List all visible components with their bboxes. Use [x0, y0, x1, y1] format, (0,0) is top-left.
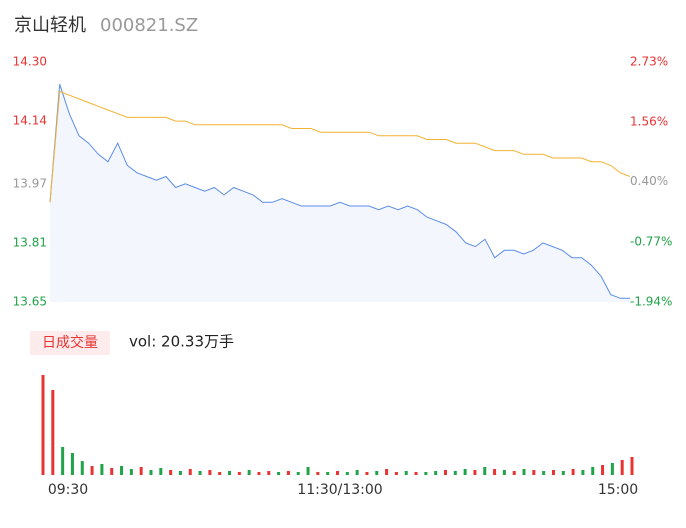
volume-bar — [375, 471, 379, 475]
avg-line — [49, 90, 631, 203]
x-tick-label: 11:30/13:00 — [297, 482, 382, 498]
y2-tick-label: -0.77% — [630, 234, 672, 248]
volume-bar — [561, 471, 565, 475]
y-tick-label: 14.30 — [13, 55, 47, 69]
volume-bar — [532, 470, 536, 475]
volume-bar — [90, 466, 94, 475]
volume-bar — [473, 470, 477, 475]
y-tick-label: 14.14 — [13, 114, 47, 128]
volume-bar — [365, 472, 369, 475]
volume-bar — [296, 472, 300, 475]
volume-summary: vol: 20.33万手 — [129, 333, 234, 351]
volume-bar — [463, 469, 467, 475]
volume-bar — [591, 467, 595, 475]
volume-bar — [237, 472, 241, 475]
volume-bar — [483, 467, 487, 475]
volume-bar — [41, 375, 45, 475]
volume-bar — [120, 466, 124, 475]
volume-bar — [247, 470, 251, 475]
volume-bar — [434, 471, 438, 475]
volume-bar — [551, 470, 555, 475]
volume-bar — [581, 470, 585, 475]
volume-bar — [188, 469, 192, 475]
volume-bar — [571, 469, 575, 475]
title: 京山轻机 — [14, 15, 86, 36]
price-area — [50, 84, 630, 302]
stock-code: 000821.SZ — [100, 15, 198, 36]
volume-bar — [306, 467, 310, 475]
volume-bar — [493, 469, 497, 475]
x-tick-label: 09:30 — [48, 482, 88, 498]
volume-bar — [267, 471, 271, 475]
price-line — [49, 84, 630, 299]
volume-bar — [326, 472, 330, 475]
x-tick-label: 15:00 — [598, 482, 638, 498]
y-tick-label: 13.65 — [13, 295, 47, 309]
y-tick-label: 13.81 — [13, 235, 47, 249]
volume-bar — [542, 471, 546, 475]
volume-bar — [139, 467, 143, 475]
volume-bar — [277, 472, 281, 475]
volume-bar — [345, 472, 349, 475]
volume-label: 日成交量 — [42, 334, 98, 351]
volume-bar — [630, 457, 634, 475]
volume-bar — [257, 472, 261, 475]
y2-tick-label: 1.56% — [630, 115, 668, 129]
volume-bar — [512, 471, 516, 475]
volume-bar — [218, 472, 222, 475]
volume-bar — [110, 468, 114, 475]
y2-tick-label: -1.94% — [630, 295, 672, 309]
y-tick-label: 13.97 — [13, 176, 47, 190]
volume-bar — [178, 471, 182, 475]
volume-bar — [70, 453, 74, 475]
volume-bar — [394, 472, 398, 475]
volume-bar — [610, 463, 614, 475]
volume-bar — [100, 464, 104, 475]
volume-bar — [208, 470, 212, 475]
volume-bar — [51, 390, 55, 475]
volume-bar — [316, 472, 320, 475]
y2-tick-label: 2.73% — [630, 55, 668, 69]
volume-bar — [355, 470, 359, 475]
volume-bar — [453, 471, 457, 475]
volume-bar — [61, 447, 65, 475]
volume-bar — [620, 460, 624, 475]
volume-bar — [385, 469, 389, 475]
volume-bar — [169, 470, 173, 475]
volume-bar — [80, 461, 84, 475]
volume-bar — [502, 470, 506, 475]
y2-tick-label: 0.40% — [630, 174, 668, 188]
volume-bar — [149, 470, 153, 475]
volume-bar — [522, 469, 526, 475]
volume-bar — [228, 471, 232, 475]
volume-bar — [336, 471, 339, 475]
volume-bar — [404, 471, 408, 475]
volume-bar — [414, 472, 418, 475]
volume-bar — [601, 465, 605, 475]
volume-bar — [129, 469, 133, 475]
volume-bar — [443, 470, 447, 475]
volume-bar — [159, 468, 163, 475]
volume-bar — [424, 472, 428, 475]
volume-bar — [198, 471, 202, 475]
volume-label-bg — [30, 331, 110, 355]
volume-bar — [286, 471, 290, 475]
